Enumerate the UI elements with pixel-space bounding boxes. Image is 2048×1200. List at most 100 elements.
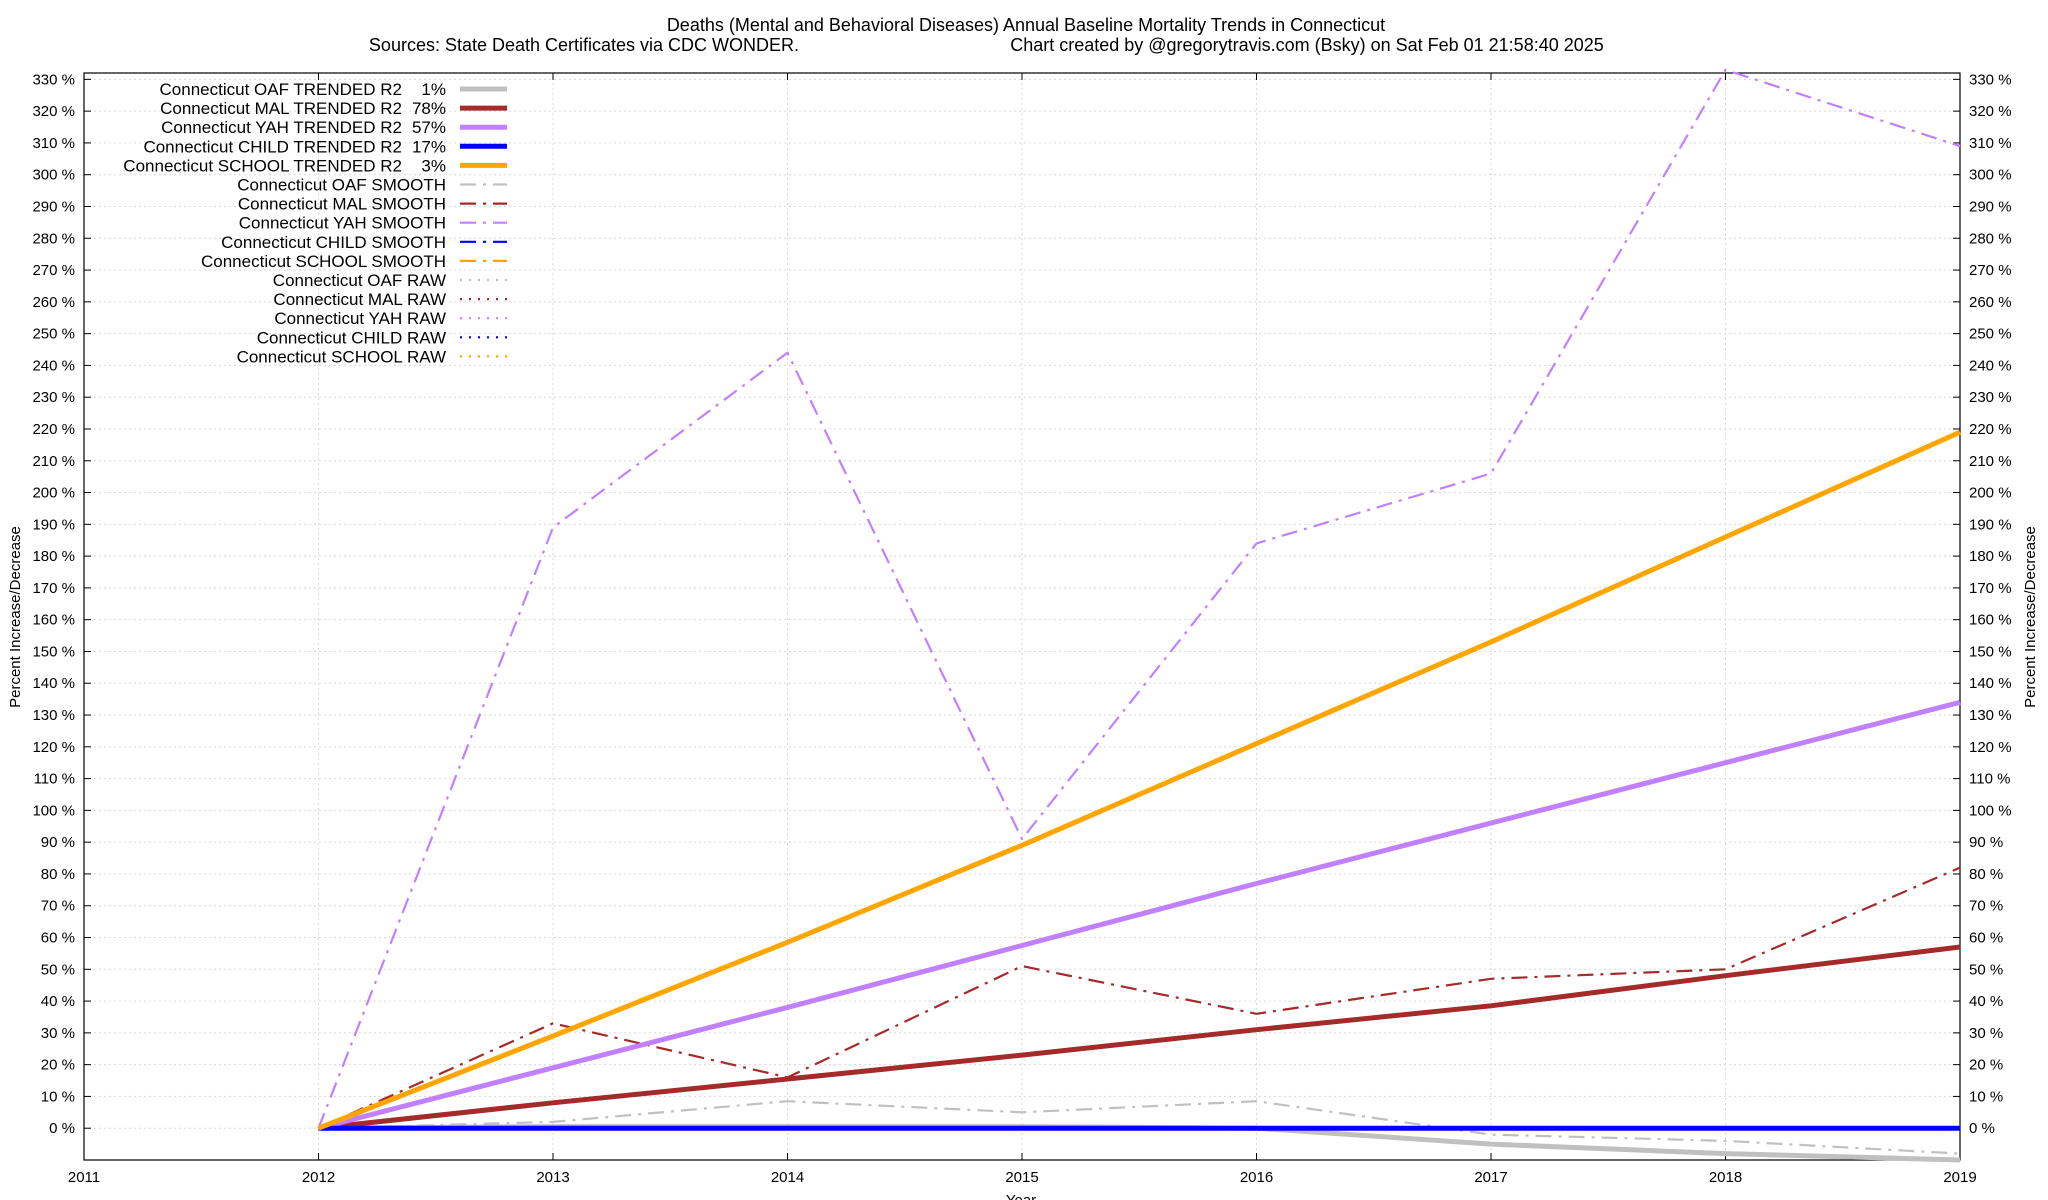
y-tick-label-right: 160 % (1969, 612, 2012, 629)
legend-label: Connecticut OAF SMOOTH (237, 176, 446, 195)
y-tick-label-left: 220 % (32, 421, 75, 438)
y-tick-label-right: 180 % (1969, 548, 2012, 565)
legend-label: Connecticut OAF TRENDED R2 (160, 80, 402, 99)
y-tick-label-right: 30 % (1969, 1025, 2003, 1042)
y-tick-label-right: 50 % (1969, 961, 2003, 978)
y-tick-label-left: 290 % (32, 198, 75, 215)
legend-label: Connecticut SCHOOL SMOOTH (201, 252, 446, 271)
y-tick-label-right: 130 % (1969, 707, 2012, 724)
x-tick-label: 2016 (1240, 1169, 1273, 1186)
chart-title: Deaths (Mental and Behavioral Diseases) … (667, 15, 1385, 35)
x-tick-label: 2018 (1709, 1169, 1742, 1186)
y-tick-label-left: 170 % (32, 580, 75, 597)
y-tick-label-right: 300 % (1969, 167, 2012, 184)
y-tick-label-left: 300 % (32, 167, 75, 184)
y-tick-label-right: 190 % (1969, 516, 2012, 533)
y-tick-label-right: 320 % (1969, 103, 2012, 120)
legend-label: Connecticut MAL SMOOTH (238, 195, 446, 214)
legend: Connecticut OAF TRENDED R2 1% Connecticut … (123, 80, 507, 366)
y-tick-label-left: 180 % (32, 548, 75, 565)
y-tick-label-left: 60 % (41, 930, 75, 947)
y-tick-label-left: 190 % (32, 516, 75, 533)
y-tick-label-right: 230 % (1969, 389, 2012, 406)
x-tick-label: 2013 (536, 1169, 569, 1186)
y-tick-label-right: 0 % (1969, 1120, 1995, 1137)
y-tick-label-left: 250 % (32, 326, 75, 343)
y-tick-label-left: 70 % (41, 898, 75, 915)
y-tick-label-right: 80 % (1969, 866, 2003, 883)
y-axis-label-right: Percent Increase/Decrease (2022, 526, 2039, 708)
y-tick-label-right: 10 % (1969, 1088, 2003, 1105)
y-tick-label-right: 290 % (1969, 198, 2012, 215)
series-line-connecticut-mal-trended-r2 (318, 944, 1961, 1131)
y-tick-label-right: 100 % (1969, 802, 2012, 819)
chart-subtitle-credit: Chart created by @gregorytravis.com (Bsk… (1010, 35, 1604, 55)
axis-ticks: 0 % 0 % 10 % 10 % 20 % 20 % 30 % 30 % 40 % 40 % 50… (32, 71, 2011, 1186)
legend-label: Connecticut CHILD SMOOTH (221, 233, 446, 252)
y-tick-label-left: 20 % (41, 1057, 75, 1074)
legend-r2-value: 3% (421, 156, 446, 175)
x-tick-label: 2011 (68, 1169, 100, 1186)
y-tick-label-left: 10 % (41, 1088, 75, 1105)
y-tick-label-right: 120 % (1969, 739, 2012, 756)
legend-label: Connecticut YAH RAW (274, 309, 446, 328)
y-tick-label-right: 20 % (1969, 1057, 2003, 1074)
y-tick-label-right: 270 % (1969, 262, 2012, 279)
legend-r2-value: 17% (412, 137, 446, 156)
legend-label: Connecticut SCHOOL RAW (237, 347, 446, 366)
y-axis-label-left: Percent Increase/Decrease (7, 526, 24, 708)
legend-label: Connecticut OAF RAW (273, 271, 446, 290)
legend-label: Connecticut MAL TRENDED R2 (160, 99, 402, 118)
series-line-connecticut-yah-smooth (317, 68, 1961, 1129)
y-tick-label-left: 110 % (34, 771, 75, 788)
y-tick-label-right: 60 % (1969, 930, 2003, 947)
legend-label: Connecticut YAH TRENDED R2 (161, 118, 402, 137)
y-tick-label-left: 210 % (32, 453, 75, 470)
y-tick-label-left: 280 % (32, 230, 75, 247)
y-tick-label-left: 150 % (32, 643, 75, 660)
y-tick-label-left: 30 % (41, 1025, 75, 1042)
chart-subtitle-sources: Sources: State Death Certificates via CD… (369, 35, 799, 55)
y-tick-label-right: 280 % (1969, 230, 2012, 247)
y-tick-label-right: 310 % (1969, 135, 2012, 152)
y-tick-label-left: 320 % (32, 103, 75, 120)
series-lines (317, 68, 1962, 1163)
y-tick-label-right: 240 % (1969, 357, 2012, 374)
series-line-connecticut-yah-trended-r2 (317, 699, 1961, 1131)
y-tick-label-left: 80 % (41, 866, 75, 883)
series-line-connecticut-mal-smooth (318, 866, 1961, 1130)
x-tick-label: 2017 (1474, 1169, 1507, 1186)
y-tick-label-left: 260 % (32, 294, 75, 311)
legend-r2-value: 57% (412, 118, 446, 137)
y-tick-label-left: 230 % (32, 389, 75, 406)
y-tick-label-left: 240 % (32, 357, 75, 374)
legend-label: Connecticut SCHOOL TRENDED R2 (123, 156, 402, 175)
y-tick-label-right: 110 % (1969, 771, 2010, 788)
y-tick-label-right: 220 % (1969, 421, 2012, 438)
y-tick-label-left: 120 % (32, 739, 75, 756)
y-tick-label-right: 70 % (1969, 898, 2003, 915)
y-tick-label-left: 40 % (41, 993, 75, 1010)
y-tick-label-left: 200 % (32, 485, 75, 502)
legend-r2-value: 1% (421, 80, 446, 99)
legend-label: Connecticut MAL RAW (273, 290, 446, 309)
x-axis-label: Year (1006, 1192, 1036, 1200)
y-tick-label-right: 200 % (1969, 485, 2012, 502)
y-tick-label-right: 250 % (1969, 326, 2012, 343)
legend-r2-value: 78% (412, 99, 446, 118)
series-line-connecticut-oaf-smooth (318, 1100, 1961, 1155)
y-tick-label-right: 170 % (1969, 580, 2012, 597)
y-tick-label-left: 140 % (32, 675, 75, 692)
x-tick-label: 2014 (771, 1169, 804, 1186)
y-tick-label-left: 270 % (32, 262, 75, 279)
y-tick-label-left: 50 % (41, 961, 75, 978)
y-tick-label-right: 260 % (1969, 294, 2012, 311)
y-tick-label-right: 210 % (1969, 453, 2012, 470)
y-tick-label-left: 330 % (32, 71, 75, 88)
series-line-connecticut-oaf-trended-r2 (318, 1124, 1961, 1163)
y-tick-label-right: 90 % (1969, 834, 2003, 851)
x-tick-label: 2015 (1005, 1169, 1038, 1186)
x-tick-label: 2012 (302, 1169, 335, 1186)
legend-label: Connecticut CHILD RAW (257, 328, 446, 347)
